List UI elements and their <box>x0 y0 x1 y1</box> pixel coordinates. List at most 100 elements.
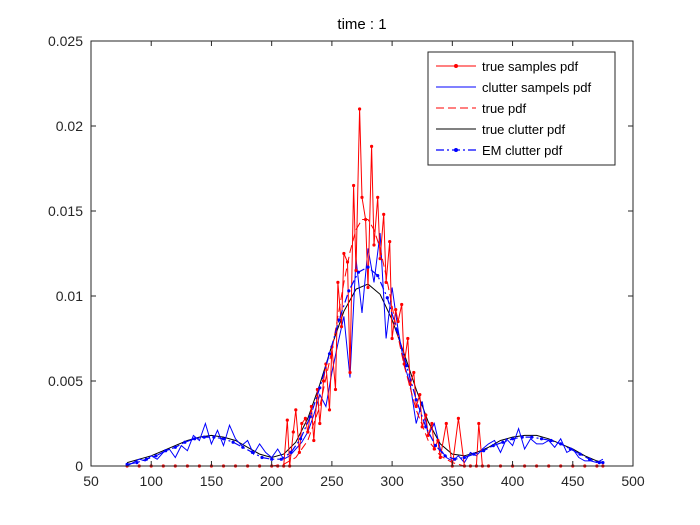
data-point <box>578 452 582 456</box>
data-point <box>309 404 313 409</box>
data-point <box>348 370 352 375</box>
data-point <box>303 416 307 420</box>
data-point <box>400 302 404 307</box>
series-line-clutter-sampels-pdf <box>126 233 604 467</box>
data-point <box>312 438 316 443</box>
data-point <box>388 240 392 244</box>
data-point <box>444 421 448 426</box>
x-tick-label: 100 <box>140 473 164 489</box>
data-point <box>221 437 226 441</box>
data-point <box>436 438 440 443</box>
data-point <box>601 461 605 465</box>
data-point <box>360 195 364 199</box>
data-point <box>354 268 358 273</box>
data-point <box>453 457 457 461</box>
data-point <box>299 437 303 441</box>
legend-item: true samples pdf <box>436 59 578 74</box>
data-point <box>318 386 322 390</box>
data-point <box>135 461 139 465</box>
legend-item: clutter sampels pdf <box>436 80 591 95</box>
x-tick-label: 500 <box>621 473 645 489</box>
data-point <box>366 285 370 290</box>
legend-item: true clutter pdf <box>436 122 565 137</box>
data-point <box>510 437 515 441</box>
axes-box <box>90 40 634 467</box>
data-point <box>294 408 298 412</box>
legend-marker <box>454 64 458 68</box>
data-point <box>597 461 601 465</box>
y-tick-label: 0.005 <box>48 373 83 389</box>
data-point <box>472 452 476 456</box>
data-point <box>339 325 344 329</box>
data-point <box>376 195 380 199</box>
data-point <box>370 144 374 148</box>
data-point <box>418 393 422 397</box>
legend-label: true pdf <box>482 101 526 116</box>
data-point <box>530 435 534 439</box>
data-point <box>491 444 495 448</box>
data-point <box>260 455 264 460</box>
data-point <box>405 364 409 368</box>
data-point <box>289 450 293 454</box>
data-point <box>549 438 553 443</box>
legend: true samples pdf clutter sampels pdf true … <box>427 51 616 166</box>
data-point <box>366 265 370 269</box>
data-point <box>390 336 394 341</box>
data-point <box>306 430 310 434</box>
data-point <box>183 440 187 444</box>
data-point <box>588 457 592 461</box>
data-point <box>477 421 481 426</box>
data-point <box>300 421 304 426</box>
data-point <box>433 444 438 448</box>
data-point <box>270 457 274 461</box>
data-point <box>396 319 400 324</box>
data-point <box>231 440 235 444</box>
y-tick-label: 0.015 <box>48 203 83 219</box>
y-tick-label: 0.025 <box>48 33 83 49</box>
data-point <box>378 257 382 261</box>
data-point <box>356 270 360 274</box>
data-point <box>394 308 398 312</box>
data-point <box>336 280 340 284</box>
data-point <box>382 212 386 216</box>
data-point <box>384 280 388 284</box>
data-point <box>385 296 389 300</box>
series-em-clutter-pdf <box>125 265 605 466</box>
y-tick-label: 0 <box>75 458 83 474</box>
x-tick-label: 400 <box>501 473 525 489</box>
data-point <box>285 418 289 422</box>
data-point <box>406 336 410 341</box>
data-point <box>321 379 326 383</box>
x-tick-label: 50 <box>83 473 99 489</box>
data-point <box>154 454 158 458</box>
data-point <box>358 107 362 111</box>
x-tick-label: 450 <box>561 473 585 489</box>
data-point <box>430 421 434 426</box>
series-clutter-sampels-pdf <box>126 233 604 467</box>
data-point <box>520 435 524 439</box>
data-point <box>342 251 346 256</box>
legend-box <box>427 51 616 166</box>
data-point <box>202 435 206 439</box>
chart-title: time : 1 <box>337 16 386 33</box>
data-point <box>291 430 295 434</box>
data-point <box>376 274 380 278</box>
data-point <box>412 370 416 375</box>
data-point <box>327 408 332 412</box>
data-point <box>125 462 129 466</box>
data-point <box>402 362 406 366</box>
x-tick-label: 200 <box>260 473 284 489</box>
legend-label: clutter sampels pdf <box>482 80 591 95</box>
data-point <box>337 318 341 322</box>
y-tick-label: 0.02 <box>56 118 83 134</box>
data-point <box>424 425 428 429</box>
data-point <box>568 447 573 451</box>
data-point <box>250 450 254 454</box>
data-point <box>352 183 356 188</box>
axis-ticks: 50 100 150 200 250 300 350 400 450 500 0 0.005 0.01 0… <box>48 33 645 489</box>
x-tick-label: 300 <box>380 473 404 489</box>
data-point <box>539 437 544 441</box>
y-tick-label: 0.01 <box>56 288 83 304</box>
legend-item: EM clutter pdf <box>436 143 563 158</box>
